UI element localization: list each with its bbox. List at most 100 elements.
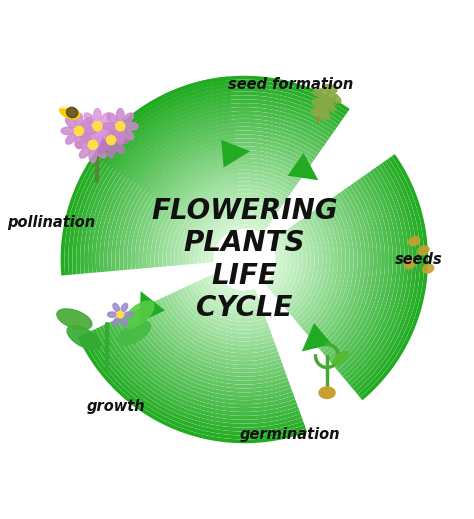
Ellipse shape — [322, 101, 335, 111]
Ellipse shape — [113, 303, 119, 311]
Polygon shape — [151, 166, 237, 268]
Text: growth: growth — [86, 399, 145, 414]
Ellipse shape — [118, 321, 151, 345]
Ellipse shape — [100, 129, 110, 140]
Polygon shape — [178, 194, 239, 265]
Polygon shape — [319, 190, 365, 352]
Polygon shape — [73, 88, 230, 275]
Ellipse shape — [84, 113, 94, 124]
Ellipse shape — [121, 303, 128, 311]
Polygon shape — [152, 301, 279, 361]
Ellipse shape — [108, 312, 117, 317]
Polygon shape — [96, 112, 232, 272]
Polygon shape — [94, 76, 350, 156]
Polygon shape — [221, 140, 250, 168]
Polygon shape — [177, 177, 292, 215]
Polygon shape — [140, 291, 165, 322]
Polygon shape — [186, 201, 239, 265]
Polygon shape — [119, 135, 234, 270]
Polygon shape — [330, 181, 381, 364]
Polygon shape — [357, 156, 424, 397]
Polygon shape — [161, 158, 302, 203]
Polygon shape — [119, 107, 332, 174]
Polygon shape — [103, 324, 298, 416]
Polygon shape — [219, 228, 262, 242]
Ellipse shape — [126, 122, 138, 130]
Polygon shape — [103, 88, 343, 163]
Polygon shape — [104, 119, 232, 272]
Polygon shape — [100, 116, 232, 272]
Polygon shape — [142, 306, 283, 373]
Ellipse shape — [114, 143, 125, 154]
Polygon shape — [317, 193, 362, 349]
Ellipse shape — [317, 108, 330, 119]
Polygon shape — [340, 172, 397, 376]
Polygon shape — [177, 289, 270, 334]
Polygon shape — [123, 111, 329, 176]
Polygon shape — [76, 92, 230, 274]
Polygon shape — [132, 123, 323, 183]
Polygon shape — [210, 217, 269, 237]
Ellipse shape — [102, 122, 115, 130]
Ellipse shape — [123, 113, 134, 124]
Polygon shape — [210, 225, 242, 263]
Polygon shape — [84, 100, 231, 274]
Polygon shape — [342, 170, 401, 379]
Polygon shape — [139, 131, 318, 188]
Polygon shape — [188, 284, 265, 322]
Ellipse shape — [89, 127, 97, 140]
Polygon shape — [199, 279, 262, 310]
Ellipse shape — [66, 118, 76, 128]
Polygon shape — [202, 278, 260, 306]
Polygon shape — [191, 282, 264, 318]
Polygon shape — [88, 104, 231, 273]
Polygon shape — [284, 222, 310, 310]
Ellipse shape — [58, 101, 72, 108]
Circle shape — [88, 140, 97, 149]
Text: LIFE: LIFE — [211, 262, 277, 290]
Polygon shape — [190, 205, 240, 264]
Polygon shape — [300, 208, 334, 328]
Polygon shape — [92, 329, 302, 428]
Polygon shape — [138, 307, 284, 377]
Ellipse shape — [108, 122, 115, 135]
Ellipse shape — [80, 147, 90, 158]
Ellipse shape — [89, 150, 97, 162]
Polygon shape — [80, 96, 230, 274]
Ellipse shape — [82, 134, 92, 144]
Polygon shape — [128, 312, 288, 388]
Polygon shape — [327, 183, 377, 361]
Ellipse shape — [75, 113, 82, 126]
Polygon shape — [282, 224, 307, 307]
Polygon shape — [315, 195, 357, 346]
Polygon shape — [335, 176, 389, 370]
Polygon shape — [152, 146, 310, 197]
Polygon shape — [272, 233, 291, 295]
Polygon shape — [163, 296, 275, 349]
Polygon shape — [350, 163, 412, 388]
Text: germination: germination — [240, 427, 340, 442]
Polygon shape — [170, 293, 273, 342]
Polygon shape — [277, 228, 299, 301]
Polygon shape — [99, 325, 299, 420]
Ellipse shape — [418, 246, 429, 255]
Ellipse shape — [98, 127, 108, 137]
Ellipse shape — [319, 387, 335, 399]
Polygon shape — [307, 201, 346, 337]
Polygon shape — [213, 228, 242, 262]
Polygon shape — [280, 226, 303, 304]
Polygon shape — [347, 166, 409, 385]
Polygon shape — [68, 84, 229, 275]
Polygon shape — [85, 332, 304, 435]
Polygon shape — [170, 186, 238, 266]
Ellipse shape — [66, 134, 76, 144]
Polygon shape — [142, 134, 316, 190]
Polygon shape — [187, 189, 284, 222]
Polygon shape — [96, 327, 301, 424]
Ellipse shape — [80, 122, 92, 130]
Ellipse shape — [117, 108, 124, 121]
Ellipse shape — [75, 136, 82, 148]
Text: PLANTS: PLANTS — [183, 229, 305, 257]
Polygon shape — [181, 182, 289, 217]
Polygon shape — [174, 189, 238, 266]
